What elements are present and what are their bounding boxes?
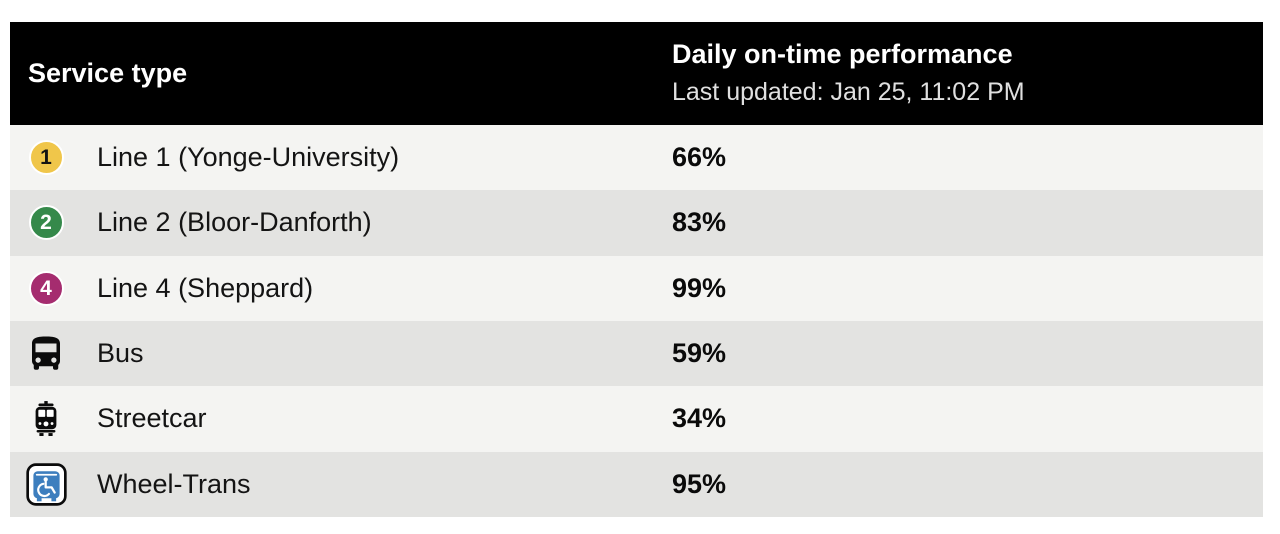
table-row-wheel-trans: Wheel-Trans 95% — [10, 451, 1263, 517]
line-2-badge-icon: 2 — [28, 205, 64, 241]
last-updated-text: Last updated: Jan 25, 11:02 PM — [672, 78, 1025, 107]
performance-value: 66% — [672, 142, 727, 173]
table-row-line-2: 2 Line 2 (Bloor-Danforth) 83% — [10, 190, 1263, 256]
wheel-trans-icon — [25, 463, 67, 506]
service-label: Wheel-Trans — [97, 468, 251, 499]
column-header-performance: Daily on-time performance Last updated: … — [670, 22, 1263, 125]
table-row-streetcar: Streetcar 34% — [10, 386, 1263, 452]
table-row-line-4: 4 Line 4 (Sheppard) 99% — [10, 255, 1263, 321]
icon-cell — [23, 463, 69, 506]
bus-icon — [25, 333, 67, 375]
icon-cell — [23, 333, 69, 375]
table-row-bus: Bus 59% — [10, 320, 1263, 387]
line-1-badge-icon: 1 — [28, 140, 64, 176]
service-type-heading: Service type — [28, 58, 188, 88]
performance-value: 99% — [672, 272, 727, 303]
service-label: Line 1 (Yonge-University) — [97, 142, 400, 173]
performance-table: Service type Daily on-time performance L… — [10, 22, 1263, 517]
performance-value: 83% — [672, 207, 727, 238]
service-label: Line 4 (Sheppard) — [97, 272, 314, 303]
column-header-service-type: Service type — [10, 22, 670, 125]
icon-cell — [23, 400, 69, 438]
icon-cell: 2 — [23, 205, 69, 241]
performance-heading: Daily on-time performance — [672, 39, 1013, 70]
line-4-badge-icon: 4 — [28, 270, 64, 306]
icon-cell: 1 — [23, 140, 69, 176]
service-label: Bus — [97, 338, 144, 369]
performance-value: 95% — [672, 468, 727, 499]
service-label: Line 2 (Bloor-Danforth) — [97, 207, 372, 238]
service-label: Streetcar — [97, 403, 207, 434]
table-row-line-1: 1 Line 1 (Yonge-University) 66% — [10, 125, 1263, 191]
streetcar-icon — [29, 400, 63, 438]
table-header: Service type Daily on-time performance L… — [10, 22, 1263, 125]
performance-value: 59% — [672, 338, 727, 369]
icon-cell: 4 — [23, 270, 69, 306]
performance-value: 34% — [672, 403, 727, 434]
